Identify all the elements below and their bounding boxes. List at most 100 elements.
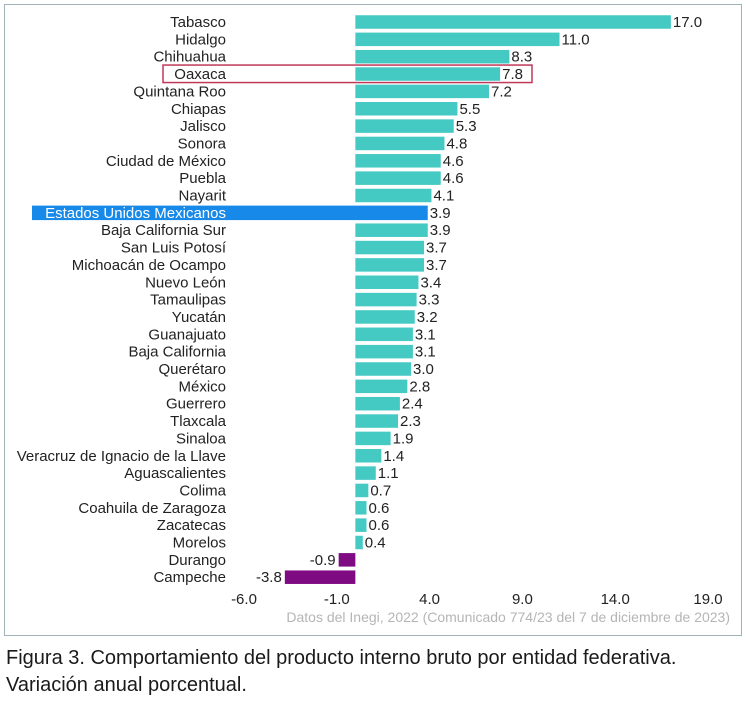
bars-group — [32, 15, 671, 584]
category-label-tabasco: Tabasco — [170, 14, 226, 31]
value-label-quintana-roo: 7.2 — [491, 83, 512, 100]
figure-caption: Figura 3. Comportamiento del producto in… — [6, 647, 677, 696]
category-label-guanajuato: Guanajuato — [148, 326, 226, 343]
category-label-tlaxcala: Tlaxcala — [170, 413, 227, 430]
category-label-baja-california: Baja California — [128, 344, 226, 361]
category-label-sonora: Sonora — [178, 135, 227, 152]
bar-quintana-roo — [355, 84, 489, 99]
value-label-mexico: 2.8 — [409, 378, 430, 395]
highlight-box — [162, 64, 533, 84]
bar-san-luis-potosi — [355, 240, 425, 255]
bar-tamaulipas — [355, 292, 417, 307]
bar-nuevo-leon — [355, 275, 419, 289]
value-label-yucatan: 3.2 — [417, 309, 438, 326]
value-label-sinaloa: 1.9 — [393, 430, 414, 447]
category-label-tamaulipas: Tamaulipas — [150, 292, 226, 309]
category-label-oaxaca: Oaxaca — [174, 66, 226, 83]
bar-baja-california — [355, 344, 413, 359]
x-tick-label: 14.0 — [601, 591, 630, 608]
category-label-puebla: Puebla — [179, 170, 226, 187]
bar-campeche — [284, 570, 356, 584]
bar-mexico — [355, 379, 408, 394]
bar-guanajuato — [355, 327, 413, 342]
category-label-guerrero: Guerrero — [166, 396, 226, 413]
bar-sonora — [355, 136, 445, 151]
bar-durango — [338, 553, 356, 567]
bar-colima — [355, 483, 369, 498]
value-label-oaxaca: 7.8 — [502, 66, 523, 83]
value-label-san-luis-potosi: 3.7 — [426, 240, 447, 257]
category-label-nayarit: Nayarit — [178, 188, 226, 205]
bar-tabasco — [355, 15, 671, 29]
category-label-zacatecas: Zacatecas — [157, 517, 226, 534]
bar-michoacan-de-ocampo — [355, 258, 425, 272]
category-label-morelos: Morelos — [173, 535, 226, 552]
value-label-colima: 0.7 — [370, 482, 391, 499]
x-tick-label: -1.0 — [324, 591, 350, 608]
bar-morelos — [355, 535, 363, 550]
category-label-mexico: México — [178, 378, 226, 395]
value-label-hidalgo: 11.0 — [562, 31, 590, 48]
value-label-coahuila-de-zaragoza: 0.6 — [368, 500, 389, 517]
category-label-campeche: Campeche — [153, 569, 226, 586]
value-label-campeche: -3.8 — [256, 569, 282, 586]
bar-yucatan — [355, 310, 415, 324]
value-labels-group: 17.011.08.37.87.25.55.34.84.64.64.13.93.… — [256, 14, 702, 586]
value-label-estados-unidos-mexicanos: 3.9 — [430, 205, 451, 222]
value-label-puebla: 4.6 — [443, 170, 464, 187]
value-label-guerrero: 2.4 — [402, 396, 423, 413]
category-label-coahuila-de-zaragoza: Coahuila de Zaragoza — [78, 500, 226, 517]
value-label-jalisco: 5.3 — [456, 118, 477, 135]
category-label-veracruz-de-ignacio-de-la-llave: Veracruz de Ignacio de la Llave — [17, 448, 226, 465]
value-label-baja-california: 3.1 — [415, 344, 436, 361]
value-label-nayarit: 4.1 — [433, 188, 454, 205]
bar-queretaro — [355, 362, 412, 376]
bar-veracruz-de-ignacio-de-la-llave — [355, 449, 382, 463]
value-label-durango: -0.9 — [310, 552, 336, 569]
category-label-baja-california-sur: Baja California Sur — [101, 222, 226, 239]
value-label-nuevo-leon: 3.4 — [420, 274, 441, 291]
x-axis-ticks: -6.0 -1.0 4.0 9.0 14.0 19.0 — [231, 591, 723, 608]
x-tick-label: -6.0 — [231, 591, 257, 608]
category-label-hidalgo: Hidalgo — [175, 31, 226, 48]
value-label-zacatecas: 0.6 — [368, 517, 389, 534]
bar-puebla — [355, 171, 441, 185]
category-label-nuevo-leon: Nuevo León — [145, 274, 226, 291]
category-label-yucatan: Yucatán — [172, 309, 226, 326]
source-note: Datos del Inegi, 2022 (Comunicado 774/23… — [286, 609, 730, 625]
x-tick-label: 4.0 — [419, 591, 440, 608]
category-label-sinaloa: Sinaloa — [176, 430, 227, 447]
value-label-sonora: 4.8 — [446, 135, 467, 152]
value-label-morelos: 0.4 — [365, 535, 386, 552]
value-label-chihuahua: 8.3 — [511, 49, 532, 66]
category-label-quintana-roo: Quintana Roo — [133, 83, 226, 100]
bar-baja-california-sur — [355, 223, 428, 237]
value-label-guanajuato: 3.1 — [415, 326, 436, 343]
bar-oaxaca — [355, 67, 501, 81]
category-label-aguascalientes: Aguascalientes — [124, 465, 226, 482]
bar-ciudad-de-mexico — [355, 154, 441, 168]
bar-zacatecas — [355, 518, 367, 532]
value-label-queretaro: 3.0 — [413, 361, 434, 378]
bar-coahuila-de-zaragoza — [355, 501, 367, 515]
bar-chiapas — [355, 102, 458, 116]
x-tick-label: 19.0 — [693, 591, 722, 608]
category-label-san-luis-potosi: San Luis Potosí — [121, 240, 227, 257]
x-tick-label: 9.0 — [512, 591, 533, 608]
category-label-chihuahua: Chihuahua — [153, 49, 226, 66]
category-label-estados-unidos-mexicanos: Estados Unidos Mexicanos — [45, 205, 226, 222]
category-label-chiapas: Chiapas — [171, 101, 226, 118]
value-label-tlaxcala: 2.3 — [400, 413, 421, 430]
value-label-michoacan-de-ocampo: 3.7 — [426, 257, 447, 274]
category-label-ciudad-de-mexico: Ciudad de México — [106, 153, 226, 170]
bar-guerrero — [355, 396, 400, 411]
bar-jalisco — [355, 119, 454, 133]
value-label-aguascalientes: 1.1 — [378, 465, 399, 482]
bar-sinaloa — [355, 431, 391, 446]
category-label-colima: Colima — [179, 482, 226, 499]
category-label-queretaro: Querétaro — [158, 361, 226, 378]
value-label-tamaulipas: 3.3 — [419, 292, 440, 309]
category-label-jalisco: Jalisco — [180, 118, 226, 135]
